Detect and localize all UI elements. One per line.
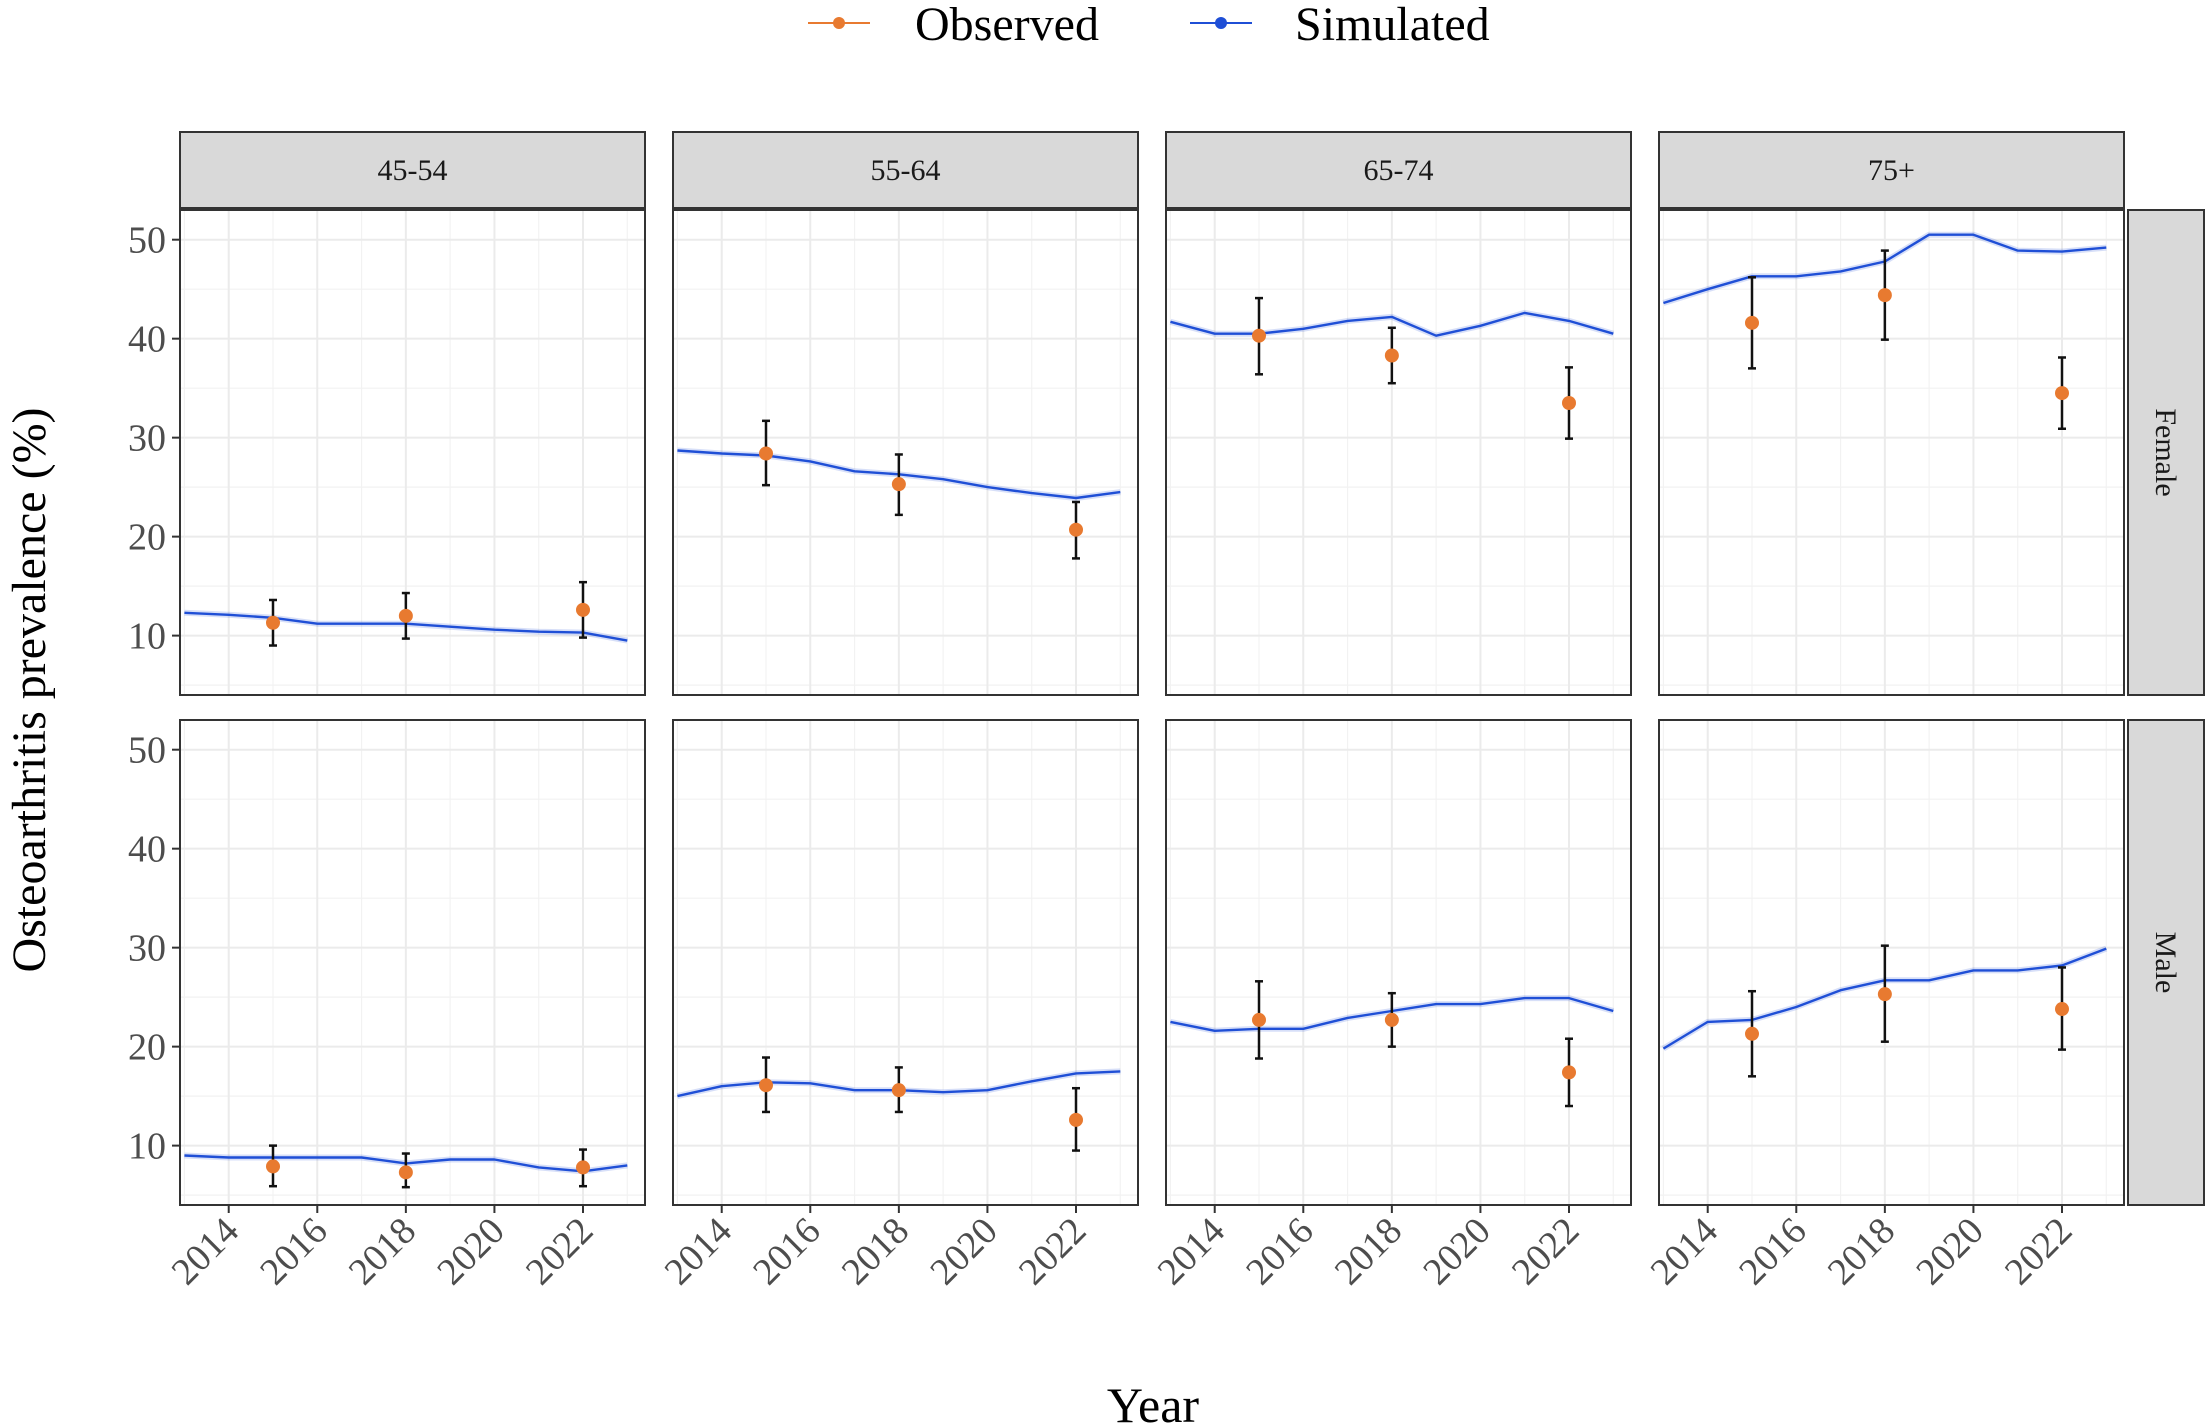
observed-point-2015: [1252, 328, 1266, 343]
observed-point-2015: [1745, 1026, 1759, 1041]
observed-point-2022: [576, 1160, 590, 1175]
y-tick-label-10: 10: [128, 1126, 166, 1168]
observed-point-2018: [398, 608, 413, 623]
y-tick-label-30: 30: [128, 928, 166, 970]
observed-point-2022: [576, 602, 590, 617]
observed-point-2015: [759, 446, 773, 461]
observed-point-2018: [1877, 288, 1892, 303]
y-tick-label-20: 20: [128, 1027, 166, 1069]
x-tick-label-2014: 2014: [657, 1210, 740, 1293]
observed-point-2015: [266, 615, 280, 630]
panel-border: [1658, 209, 2125, 696]
observed-point-2022: [1069, 1112, 1083, 1127]
panel-male-45-54: 10 20 30 40 50 2014 2016 2018 2020 2022: [128, 719, 646, 1293]
observed-point-2018: [398, 1165, 413, 1180]
observed-point-2018: [891, 477, 906, 492]
x-tick-label-2018: 2018: [341, 1210, 424, 1293]
x-tick-label-2016: 2016: [745, 1210, 828, 1293]
observed-point-2018: [891, 1083, 906, 1098]
y-axis-title: Osteoarthritis prevalence (%): [3, 407, 56, 972]
simulated-line: [1170, 311, 1614, 337]
panel-border: [672, 719, 1139, 1206]
panel-border: [672, 209, 1139, 696]
y-tick-label-30: 30: [128, 418, 166, 460]
panel-background: [1659, 720, 2124, 1205]
panel-male-65-74: 2014 2016 2018 2020 2022: [1150, 719, 1632, 1293]
legend-observed-label: Observed: [915, 0, 1099, 51]
x-tick-label-2022: 2022: [1997, 1210, 2080, 1293]
strip-65-74: [1165, 131, 1632, 209]
x-tick-label-2014: 2014: [1643, 1210, 1726, 1293]
legend-simulated-key-point: [1215, 17, 1227, 29]
panel-male-75: 2014 2016 2018 2020 2022: [1643, 719, 2125, 1293]
observed-point-2015: [759, 1078, 773, 1093]
x-tick-label-2014: 2014: [1150, 1210, 1233, 1293]
strip-male: [2127, 719, 2205, 1206]
x-tick-label-2018: 2018: [1327, 1210, 1410, 1293]
panel-border: [1165, 719, 1632, 1206]
panel-border: [179, 719, 646, 1206]
x-axis-title: Year: [1107, 1377, 1199, 1428]
panel-female-75: [1658, 209, 2125, 696]
panel-background: [673, 210, 1138, 695]
y-tick-label-40: 40: [128, 319, 166, 361]
observed-point-2022: [2055, 1002, 2069, 1017]
observed-point-2015: [1745, 315, 1759, 330]
strip-label-male: Male: [2149, 932, 2182, 994]
y-tick-label-40: 40: [128, 829, 166, 871]
observed-point-2015: [1252, 1012, 1266, 1027]
y-tick-label-50: 50: [128, 220, 166, 262]
observed-point-2022: [1069, 522, 1083, 537]
strip-55-64: [672, 131, 1139, 209]
panel-background: [180, 720, 645, 1205]
x-tick-label-2020: 2020: [922, 1210, 1005, 1293]
observed-point-2018: [1877, 987, 1892, 1002]
y-tick-label-10: 10: [128, 616, 166, 658]
observed-point-2022: [2055, 386, 2069, 401]
x-tick-label-2022: 2022: [518, 1210, 601, 1293]
panel-border: [179, 209, 646, 696]
y-tick-label-20: 20: [128, 517, 166, 559]
strip-label-65-74: 65-74: [1364, 154, 1434, 187]
legend-simulated-label: Simulated: [1295, 0, 1490, 51]
legend: Observed Simulated: [808, 0, 1490, 51]
strip-label-45-54: 45-54: [378, 154, 448, 187]
x-tick-label-2018: 2018: [834, 1210, 917, 1293]
strip-45-54: [179, 131, 646, 209]
observed-point-2018: [1384, 348, 1399, 363]
panel-male-55-64: 2014 2016 2018 2020 2022: [657, 719, 1139, 1293]
observed-point-2015: [266, 1159, 280, 1174]
x-tick-label-2016: 2016: [252, 1210, 335, 1293]
panel-female-65-74: [1165, 209, 1632, 696]
x-tick-label-2014: 2014: [164, 1210, 247, 1293]
x-tick-label-2016: 2016: [1238, 1210, 1321, 1293]
panel-background: [1166, 210, 1631, 695]
panel-background: [1166, 720, 1631, 1205]
strip-female: [2127, 209, 2205, 696]
panel-background: [673, 720, 1138, 1205]
x-tick-label-2020: 2020: [1415, 1210, 1498, 1293]
x-tick-label-2020: 2020: [429, 1210, 512, 1293]
strip-label-75: 75+: [1868, 154, 1915, 187]
observed-point-2022: [1562, 396, 1576, 411]
observed-point-2022: [1562, 1065, 1576, 1080]
x-tick-label-2016: 2016: [1731, 1210, 1814, 1293]
panel-border: [1658, 719, 2125, 1206]
strip-label-55-64: 55-64: [871, 154, 941, 187]
panel-female-45-54: 10 20 30 40 50: [128, 209, 646, 696]
strip-label-female: Female: [2149, 408, 2182, 496]
strip-75: [1658, 131, 2125, 209]
x-tick-label-2022: 2022: [1504, 1210, 1587, 1293]
observed-point-2018: [1384, 1012, 1399, 1027]
panel-border: [1165, 209, 1632, 696]
facet-panels: 45-54 55-64 65-74 75+FemaleMale102030405010…: [128, 131, 2205, 1293]
legend-observed-key-point: [833, 17, 845, 29]
panel-background: [1659, 210, 2124, 695]
x-tick-label-2022: 2022: [1011, 1210, 1094, 1293]
x-tick-label-2020: 2020: [1908, 1210, 1991, 1293]
panel-female-55-64: [672, 209, 1139, 696]
x-tick-label-2018: 2018: [1820, 1210, 1903, 1293]
y-tick-label-50: 50: [128, 730, 166, 772]
